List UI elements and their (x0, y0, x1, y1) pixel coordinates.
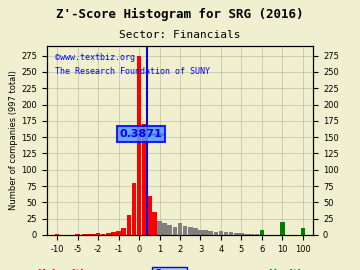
Bar (86, 234, 90, 235)
Bar (89, 234, 94, 235)
Bar (178, 223, 182, 235)
Bar (126, 215, 131, 235)
Bar (229, 232, 234, 235)
Bar (219, 231, 223, 235)
Bar (152, 212, 157, 235)
Bar (244, 234, 249, 235)
Bar (132, 183, 136, 235)
Bar (208, 231, 213, 235)
Bar (173, 227, 177, 235)
Bar (188, 227, 193, 235)
Bar (234, 233, 239, 235)
Text: Sector: Financials: Sector: Financials (119, 30, 241, 40)
Bar (93, 234, 97, 235)
Text: Z'-Score Histogram for SRG (2016): Z'-Score Histogram for SRG (2016) (56, 8, 304, 21)
Bar (142, 124, 147, 235)
Bar (55, 234, 59, 235)
Bar (280, 222, 285, 235)
Bar (82, 234, 87, 235)
Bar (203, 230, 208, 235)
Bar (111, 232, 116, 235)
Bar (157, 221, 162, 235)
Bar (183, 226, 187, 235)
Text: Score: Score (154, 269, 185, 270)
Text: Healthy: Healthy (268, 269, 311, 270)
Bar (193, 228, 198, 235)
Bar (116, 231, 121, 235)
Bar (137, 56, 141, 235)
Bar (213, 232, 218, 235)
Bar (75, 234, 80, 235)
Bar (121, 228, 126, 235)
Bar (255, 234, 259, 235)
Y-axis label: Number of companies (997 total): Number of companies (997 total) (9, 70, 18, 210)
Text: Unhealthy: Unhealthy (37, 269, 94, 270)
Bar (101, 234, 105, 235)
Text: The Research Foundation of SUNY: The Research Foundation of SUNY (55, 67, 210, 76)
Bar (162, 223, 167, 235)
Bar (239, 233, 244, 235)
Bar (96, 233, 100, 235)
Bar (55, 234, 59, 235)
Bar (224, 232, 228, 235)
Text: ©www.textbiz.org: ©www.textbiz.org (55, 53, 135, 62)
Bar (147, 196, 152, 235)
Bar (249, 234, 254, 235)
Bar (260, 230, 264, 235)
Text: 0.3871: 0.3871 (120, 129, 162, 139)
Bar (167, 225, 172, 235)
Bar (301, 228, 305, 235)
Bar (106, 233, 111, 235)
Bar (198, 230, 203, 235)
